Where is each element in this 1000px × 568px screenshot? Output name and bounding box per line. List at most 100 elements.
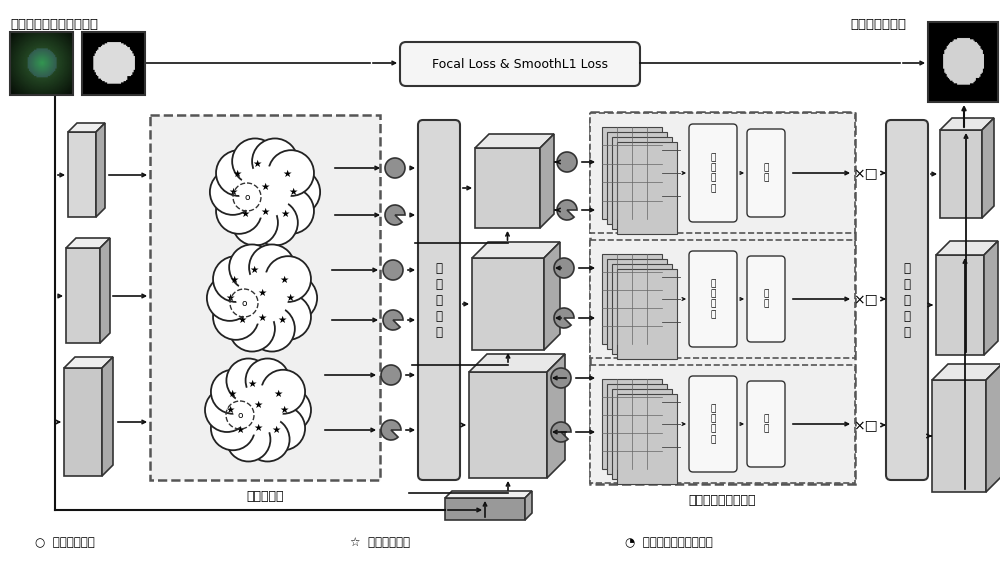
Text: ×□: ×□ <box>853 292 877 306</box>
Text: 自
注
意
子: 自 注 意 子 <box>710 279 716 319</box>
Text: ★: ★ <box>235 425 245 435</box>
Circle shape <box>385 158 405 178</box>
Circle shape <box>211 370 255 414</box>
Circle shape <box>213 256 259 302</box>
Polygon shape <box>100 238 110 343</box>
Bar <box>590 113 855 233</box>
Text: 残
差: 残 差 <box>763 164 769 183</box>
Text: 多尺寸自注意力机制: 多尺寸自注意力机制 <box>688 494 756 507</box>
Bar <box>590 112 855 484</box>
Text: ★: ★ <box>228 187 238 197</box>
Polygon shape <box>547 354 565 478</box>
Circle shape <box>252 139 298 184</box>
Circle shape <box>213 294 259 340</box>
Circle shape <box>381 365 401 385</box>
Text: 输入的图像与异常的标注: 输入的图像与异常的标注 <box>10 18 98 31</box>
Bar <box>607 384 667 474</box>
Bar <box>64 368 102 476</box>
Circle shape <box>229 306 275 352</box>
FancyBboxPatch shape <box>689 124 737 222</box>
Wedge shape <box>383 310 403 330</box>
Text: 预测的异常标注: 预测的异常标注 <box>850 18 906 31</box>
Circle shape <box>211 406 255 450</box>
Bar <box>617 269 677 359</box>
Bar <box>940 130 982 218</box>
Circle shape <box>216 188 262 234</box>
Text: ★: ★ <box>240 209 250 219</box>
Text: o: o <box>237 411 243 420</box>
Text: ★: ★ <box>279 405 289 415</box>
FancyBboxPatch shape <box>689 376 737 472</box>
Bar <box>612 264 672 354</box>
Circle shape <box>265 256 311 302</box>
FancyBboxPatch shape <box>689 251 737 347</box>
Text: ★: ★ <box>232 169 242 179</box>
Polygon shape <box>982 118 994 218</box>
Circle shape <box>554 258 574 278</box>
Text: 残
差: 残 差 <box>763 289 769 308</box>
Circle shape <box>232 200 278 245</box>
Circle shape <box>383 260 403 280</box>
Text: ★: ★ <box>260 182 270 192</box>
Circle shape <box>207 275 253 321</box>
Circle shape <box>551 368 571 388</box>
Text: ★: ★ <box>282 169 292 179</box>
Bar <box>602 127 662 219</box>
Bar <box>602 254 662 344</box>
Polygon shape <box>472 242 560 258</box>
Text: ★: ★ <box>280 209 290 219</box>
Text: ★: ★ <box>225 293 235 303</box>
Text: ★: ★ <box>249 265 259 275</box>
Bar <box>936 255 984 355</box>
Text: 残
差: 残 差 <box>763 414 769 434</box>
Text: 多
尺
度
融
合: 多 尺 度 融 合 <box>904 261 910 339</box>
Text: ×□: ×□ <box>853 166 877 180</box>
FancyBboxPatch shape <box>747 381 785 467</box>
Polygon shape <box>66 238 110 248</box>
Polygon shape <box>64 357 113 368</box>
Text: 自
注
意
子: 自 注 意 子 <box>710 153 716 193</box>
Wedge shape <box>551 422 571 442</box>
Circle shape <box>233 385 283 435</box>
Bar <box>932 380 986 492</box>
Polygon shape <box>932 364 1000 380</box>
Bar <box>66 248 100 343</box>
Text: ★: ★ <box>229 275 239 285</box>
Bar <box>469 372 547 478</box>
Bar <box>10 32 73 95</box>
Circle shape <box>261 406 305 450</box>
Text: ★: ★ <box>225 405 235 415</box>
Circle shape <box>265 294 311 340</box>
Circle shape <box>261 370 305 414</box>
Circle shape <box>210 169 256 215</box>
Text: o: o <box>244 193 250 202</box>
Text: ★: ★ <box>260 207 270 217</box>
FancyBboxPatch shape <box>418 120 460 480</box>
Polygon shape <box>936 241 998 255</box>
FancyBboxPatch shape <box>400 42 640 86</box>
Circle shape <box>226 358 270 403</box>
Text: ★: ★ <box>288 187 298 197</box>
Polygon shape <box>986 364 1000 492</box>
Circle shape <box>226 417 270 461</box>
Bar <box>602 379 662 469</box>
Bar <box>617 142 677 234</box>
Wedge shape <box>554 308 574 328</box>
Bar <box>150 115 380 480</box>
Bar <box>472 258 544 350</box>
Circle shape <box>232 139 278 184</box>
Text: ★: ★ <box>227 389 237 399</box>
FancyBboxPatch shape <box>747 256 785 342</box>
Polygon shape <box>445 491 532 498</box>
Text: ★: ★ <box>277 315 287 325</box>
Bar <box>475 148 540 228</box>
Circle shape <box>216 150 262 196</box>
Text: ★: ★ <box>253 400 263 410</box>
Text: ★: ★ <box>271 425 281 435</box>
Text: 多
尺
度
融
合: 多 尺 度 融 合 <box>436 261 442 339</box>
Circle shape <box>249 244 295 290</box>
Bar <box>590 240 855 358</box>
Wedge shape <box>381 420 401 440</box>
Polygon shape <box>469 354 565 372</box>
Bar <box>82 32 145 95</box>
